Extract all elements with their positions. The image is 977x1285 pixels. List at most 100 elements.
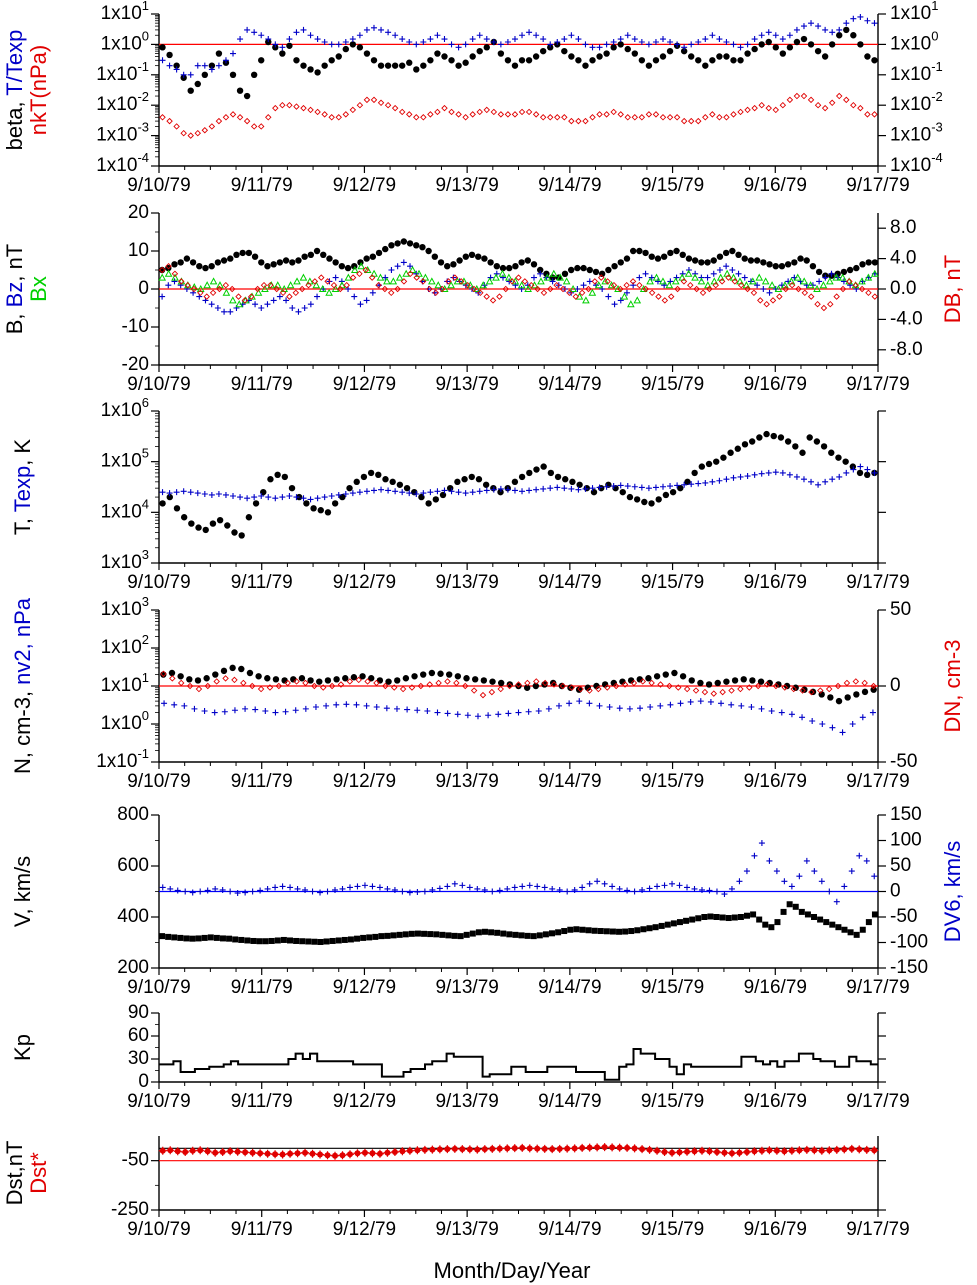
- data-point-dot: [475, 253, 482, 260]
- y-tick-label: 1x100: [101, 29, 149, 55]
- data-point-diamond: [413, 274, 420, 281]
- data-point-dot: [187, 87, 194, 94]
- data-point-dot: [631, 50, 639, 57]
- data-point-plus: [765, 29, 772, 36]
- data-point-diamond: [171, 270, 179, 278]
- data-point-dot: [645, 62, 653, 69]
- data-point-dot: [734, 445, 741, 452]
- data-point-diamond: [318, 274, 325, 281]
- data-point-plus: [279, 494, 286, 501]
- data-point-plus: [469, 36, 476, 43]
- data-point-dot: [394, 240, 401, 247]
- data-point-diamond: [833, 293, 840, 300]
- x-tick-label: 9/10/79: [127, 374, 190, 395]
- data-point-diamond: [413, 114, 420, 121]
- data-point-plus: [691, 885, 698, 892]
- data-point-plus: [530, 274, 537, 281]
- data-point-square: [640, 926, 647, 933]
- y-tick-label: 800: [117, 804, 149, 825]
- data-point-plus: [574, 286, 581, 292]
- data-point-plus: [808, 20, 815, 27]
- data-point-plus: [234, 890, 241, 897]
- data-point-triangle: [684, 269, 693, 277]
- data-point-triangle: [460, 277, 468, 285]
- data-point-plus: [272, 495, 279, 502]
- data-point-dot: [779, 50, 787, 57]
- data-point-dot: [462, 253, 470, 260]
- data-point-plus: [737, 44, 744, 51]
- data-point-dot: [636, 247, 643, 255]
- data-point-plus: [321, 494, 328, 501]
- data-point-diamond: [828, 99, 836, 107]
- y2-tick-label: 50: [890, 855, 911, 876]
- data-point-square: [177, 934, 184, 941]
- data-point-dot: [619, 488, 626, 496]
- x-tick-label: 9/11/79: [231, 1219, 293, 1240]
- data-point-diamond: [541, 679, 549, 687]
- data-point-dot: [846, 266, 854, 274]
- data-point-dot: [456, 257, 463, 264]
- data-point-dot: [710, 257, 717, 264]
- data-point-triangle: [594, 281, 603, 289]
- data-point-diamond: [180, 129, 187, 137]
- data-point-star: [832, 1145, 841, 1154]
- y-tick-label: 1x103: [101, 594, 149, 620]
- data-point-dot: [793, 38, 801, 46]
- data-point-dot: [558, 682, 566, 690]
- data-point-plus: [706, 887, 713, 894]
- y2-tick-label: -150: [890, 957, 928, 978]
- data-point-square: [232, 936, 239, 943]
- data-point-square: [811, 914, 818, 920]
- x-tick-label: 9/14/79: [538, 1219, 601, 1240]
- data-point-plus: [511, 36, 518, 43]
- data-point-diamond: [772, 106, 780, 114]
- data-point-diamond: [525, 108, 533, 116]
- data-point-diamond: [539, 114, 547, 121]
- x-tick-label: 9/11/79: [231, 572, 293, 593]
- data-point-diamond: [272, 104, 279, 112]
- data-point-diamond: [314, 108, 321, 116]
- data-point-triangle: [312, 281, 321, 289]
- data-point-star: [600, 1143, 609, 1152]
- data-point-plus: [800, 476, 807, 483]
- data-point-plus: [642, 270, 649, 277]
- x-tick-label: 9/13/79: [435, 374, 498, 395]
- data-point-square: [207, 934, 214, 941]
- data-point-diamond: [489, 297, 497, 304]
- data-point-dot: [684, 478, 691, 486]
- data-point-triangle: [793, 273, 802, 281]
- data-point-plus: [180, 71, 187, 78]
- data-point-diamond: [744, 285, 751, 293]
- data-point-triangle: [376, 273, 385, 281]
- data-point-square: [384, 932, 391, 939]
- data-point-diamond: [648, 679, 655, 687]
- data-point-plus: [772, 32, 779, 39]
- data-point-diamond: [434, 108, 441, 116]
- data-point-triangle: [447, 281, 455, 289]
- data-point-diamond: [159, 114, 166, 121]
- data-point-dot: [403, 484, 411, 492]
- data-point-diamond: [236, 114, 244, 121]
- data-point-dot: [843, 26, 850, 34]
- data-point-dot: [610, 44, 617, 51]
- data-point-plus: [818, 878, 825, 885]
- data-point-plus: [596, 484, 603, 491]
- data-point-dot: [455, 62, 462, 69]
- data-point-plus: [811, 868, 818, 875]
- y-axis-title-right: DN, cm-3: [940, 640, 965, 733]
- data-point-diamond: [419, 278, 427, 285]
- data-point-plus: [540, 485, 547, 492]
- data-point-dot: [753, 257, 761, 264]
- data-point-plus: [300, 26, 307, 33]
- data-point-triangle: [235, 300, 244, 308]
- data-point-diamond: [871, 293, 879, 300]
- data-point-plus: [212, 885, 219, 892]
- data-point-square: [524, 932, 531, 939]
- data-point-plus: [582, 485, 589, 492]
- data-point-dot: [704, 259, 711, 266]
- y-axis-title-secondary: Dst*: [26, 1152, 51, 1194]
- data-point-diamond: [527, 281, 535, 289]
- data-point-dot: [444, 263, 451, 270]
- data-point-triangle: [819, 281, 828, 289]
- data-point-dot: [324, 509, 332, 516]
